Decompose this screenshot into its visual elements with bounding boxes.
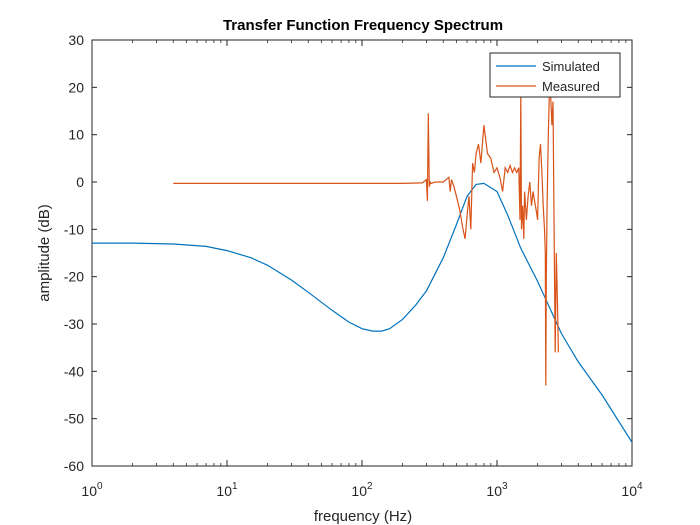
y-axis-label: amplitude (dB) bbox=[36, 204, 53, 302]
y-tick-label: 30 bbox=[68, 32, 84, 48]
legend-label-simulated: Simulated bbox=[542, 59, 600, 74]
x-tick-label: 100 bbox=[81, 481, 103, 499]
x-axis-label: frequency (Hz) bbox=[314, 508, 412, 525]
x-tick-label: 101 bbox=[216, 481, 238, 499]
y-tick-label: -40 bbox=[64, 363, 84, 379]
y-tick-label: 20 bbox=[68, 79, 84, 95]
y-tick-label: -50 bbox=[64, 411, 84, 427]
legend-box bbox=[489, 52, 621, 98]
x-tick-label: 102 bbox=[351, 481, 373, 499]
y-tick-label: -60 bbox=[64, 458, 84, 474]
series-line-measured bbox=[173, 87, 559, 386]
legend-label-measured: Measured bbox=[542, 79, 600, 94]
x-tick-label: 104 bbox=[621, 481, 643, 499]
y-tick-label: -20 bbox=[64, 269, 84, 285]
y-tick-label: -10 bbox=[64, 221, 84, 237]
series-line-simulated bbox=[92, 182, 632, 443]
x-tick-label: 103 bbox=[486, 481, 508, 499]
chart-title: Transfer Function Frequency Spectrum bbox=[223, 17, 503, 34]
y-tick-label: 0 bbox=[76, 174, 84, 190]
axes-box bbox=[91, 39, 633, 467]
y-tick-label: 10 bbox=[68, 127, 84, 143]
y-tick-label: -30 bbox=[64, 316, 84, 332]
